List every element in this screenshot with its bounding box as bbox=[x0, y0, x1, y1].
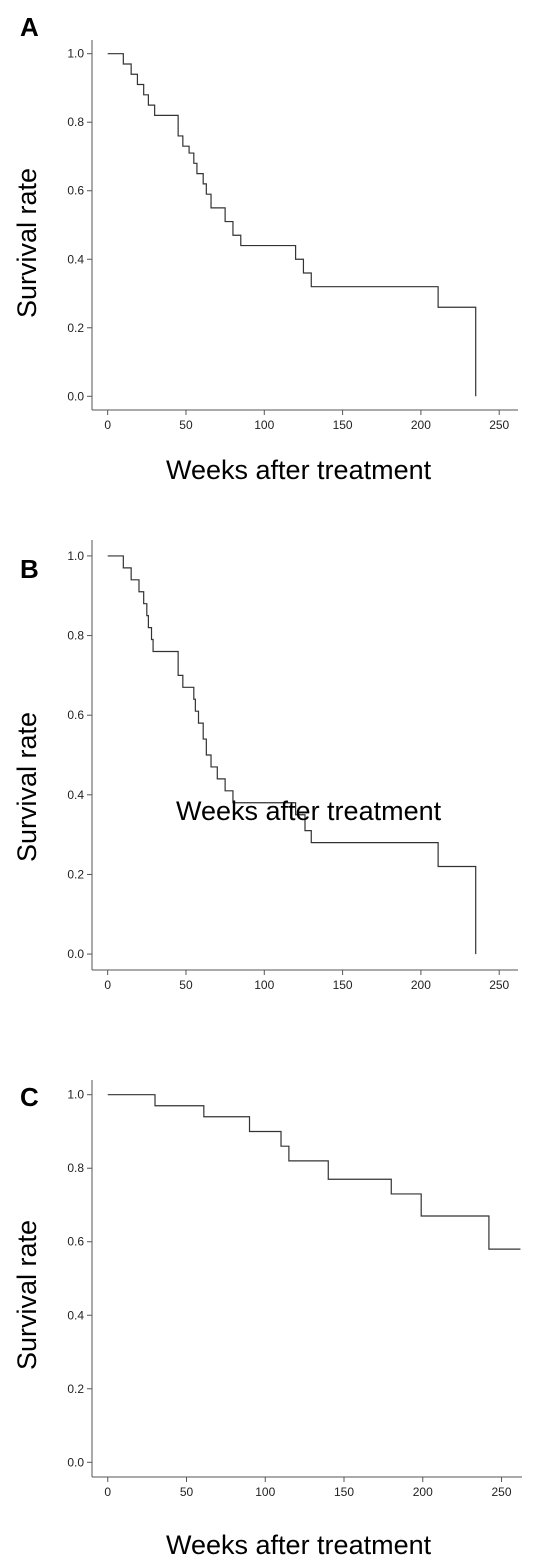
y-tick-label: 0.8 bbox=[67, 1161, 84, 1175]
panel-c: C Survival rate 0.0 0.2 0.4 0.6 0.8 1.0 0 50 100… bbox=[0, 1050, 535, 1568]
y-tick-label: 0.0 bbox=[67, 947, 84, 961]
panel-b: B Survival rate 0.0 0.2 0.4 0.6 0.8 1.0 0 50 100… bbox=[0, 522, 535, 1042]
x-tick-label: 200 bbox=[413, 1485, 433, 1499]
y-tick-label: 1.0 bbox=[67, 47, 84, 61]
x-tick-label: 250 bbox=[489, 978, 509, 992]
x-tick-label: 50 bbox=[180, 1485, 194, 1499]
x-tick-label: 200 bbox=[411, 418, 431, 432]
panel-letter: C bbox=[20, 1082, 39, 1112]
y-tick-label: 0.8 bbox=[67, 115, 84, 129]
x-tick-label: 0 bbox=[104, 978, 111, 992]
y-tick-label: 0.2 bbox=[67, 867, 84, 881]
x-tick-label: 100 bbox=[255, 1485, 275, 1499]
survival-curve bbox=[107, 53, 477, 397]
x-tick-label: 150 bbox=[334, 1485, 354, 1499]
panel-a: A Survival rate 0.0 0.2 0.4 0.6 0.8 1.0 0 50 100… bbox=[0, 0, 535, 515]
x-tick-label: 150 bbox=[333, 418, 353, 432]
chart-b: 0.0 0.2 0.4 0.6 0.8 1.0 0 50 100 150 200 250 bbox=[67, 540, 518, 992]
panel-letter: A bbox=[20, 12, 39, 42]
x-tick-label: 0 bbox=[104, 418, 111, 432]
x-tick-label: 250 bbox=[492, 1485, 512, 1499]
y-tick-label: 1.0 bbox=[67, 1088, 84, 1102]
y-tick-label: 0.2 bbox=[67, 1382, 84, 1396]
y-tick-label: 1.0 bbox=[67, 549, 84, 563]
survival-curve bbox=[107, 555, 477, 955]
x-tick-label: 250 bbox=[489, 418, 509, 432]
panel-letter: B bbox=[20, 554, 39, 584]
chart-a: 0.0 0.2 0.4 0.6 0.8 1.0 0 50 100 150 200 250 bbox=[67, 40, 518, 432]
y-tick-label: 0.6 bbox=[67, 708, 84, 722]
y-tick-label: 0.6 bbox=[67, 1235, 84, 1249]
survival-curve bbox=[107, 1094, 521, 1250]
x-axis-label: Weeks after treatment bbox=[176, 796, 442, 826]
x-tick-label: 50 bbox=[179, 418, 193, 432]
y-tick-label: 0.4 bbox=[67, 252, 84, 266]
y-tick-label: 0.2 bbox=[67, 321, 84, 335]
x-tick-label: 50 bbox=[179, 978, 193, 992]
y-tick-label: 0.6 bbox=[67, 184, 84, 198]
y-tick-label: 0.4 bbox=[67, 788, 84, 802]
x-axis-label: Weeks after treatment bbox=[166, 1530, 432, 1560]
x-axis-label: Weeks after treatment bbox=[166, 455, 432, 485]
y-tick-label: 0.0 bbox=[67, 389, 84, 403]
x-tick-label: 0 bbox=[104, 1485, 111, 1499]
y-tick-label: 0.0 bbox=[67, 1455, 84, 1469]
chart-c: 0.0 0.2 0.4 0.6 0.8 1.0 0 50 100 150 200 250 bbox=[67, 1080, 522, 1499]
x-tick-label: 200 bbox=[411, 978, 431, 992]
x-tick-label: 100 bbox=[254, 418, 274, 432]
y-tick-label: 0.4 bbox=[67, 1308, 84, 1322]
x-tick-label: 100 bbox=[254, 978, 274, 992]
x-tick-label: 150 bbox=[333, 978, 353, 992]
y-tick-label: 0.8 bbox=[67, 629, 84, 643]
